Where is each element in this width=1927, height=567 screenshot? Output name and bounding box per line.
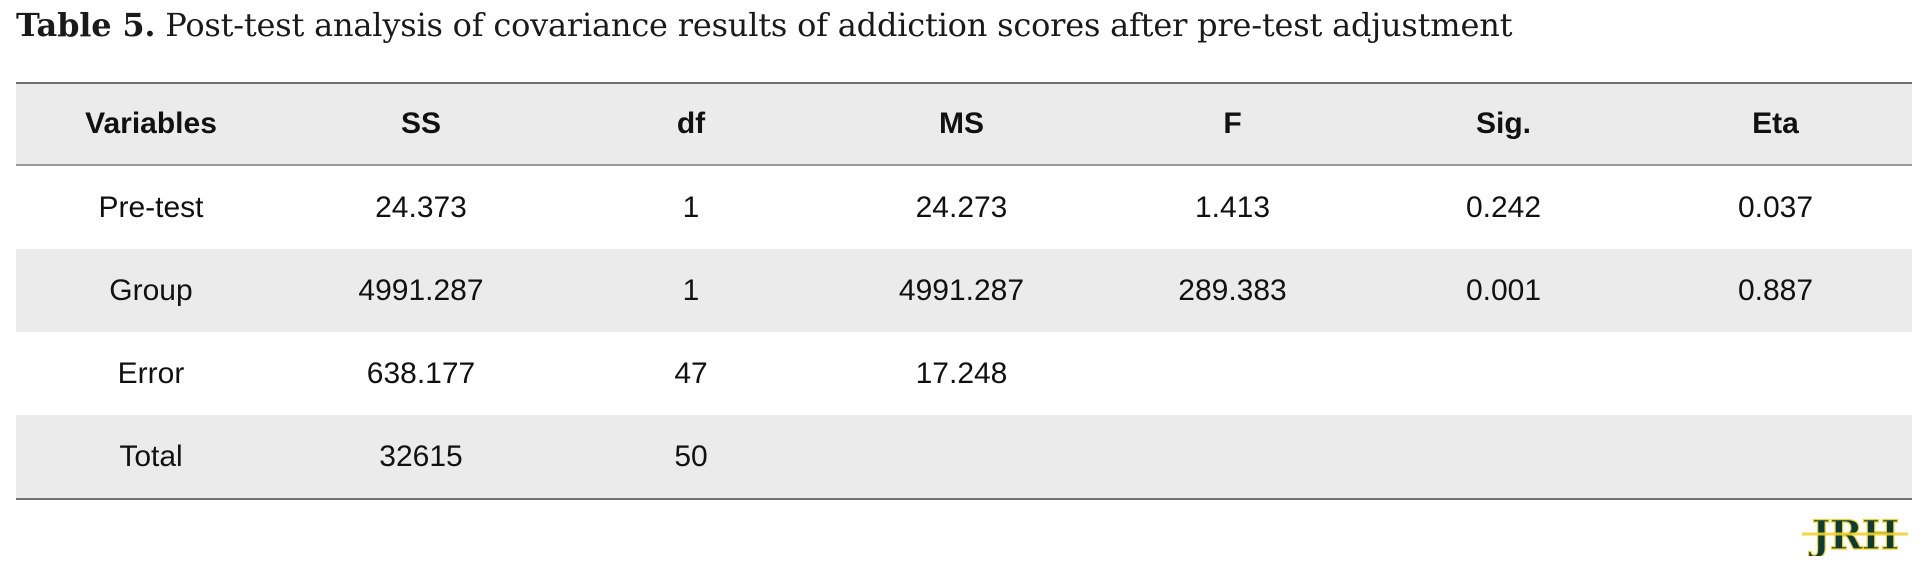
cell-sig: 0.242 <box>1465 190 1542 224</box>
cell-eta <box>1639 332 1912 415</box>
cell-variable: Pre-test <box>98 190 204 224</box>
table-row: Group 4991.287 1 4991.287 289.383 0.001 … <box>16 249 1912 332</box>
table-row: Pre-test 24.373 1 24.273 1.413 0.242 0.0… <box>16 165 1912 249</box>
header-sig: Sig. <box>1475 107 1531 140</box>
cell-f <box>1097 332 1368 415</box>
cell-variable: Error <box>117 356 185 390</box>
cell-ss: 638.177 <box>366 356 476 390</box>
cell-variable: Group <box>109 273 193 307</box>
table-header-row: Variables SS df MS F Sig. Eta <box>16 83 1912 165</box>
cell-sig: 0.001 <box>1465 273 1542 307</box>
cell-sig <box>1368 415 1639 499</box>
cell-ss: 4991.287 <box>358 273 484 307</box>
table-row: Total 32615 50 <box>16 415 1912 499</box>
cell-ms <box>826 415 1097 499</box>
cell-ss: 24.373 <box>375 190 467 224</box>
header-ms: MS <box>939 107 984 140</box>
cell-df: 1 <box>682 190 700 224</box>
cell-eta: 0.037 <box>1737 190 1814 224</box>
header-ss: SS <box>400 107 442 140</box>
cell-ss: 32615 <box>379 439 463 473</box>
cell-ms: 24.273 <box>915 190 1008 224</box>
cell-df: 1 <box>682 273 700 307</box>
header-variables: Variables <box>85 107 217 140</box>
table-caption-label: Table 5. <box>16 6 156 44</box>
cell-sig <box>1368 332 1639 415</box>
header-df: df <box>676 107 706 140</box>
cell-df: 47 <box>674 356 708 390</box>
cell-variable: Total <box>119 439 183 473</box>
jrh-logo: JRH <box>1798 512 1912 556</box>
table-caption: Table 5. Post-test analysis of covarianc… <box>16 6 1512 44</box>
cell-ms: 4991.287 <box>898 273 1025 307</box>
cell-eta: 0.887 <box>1737 273 1814 307</box>
cell-eta <box>1639 415 1912 499</box>
cell-f <box>1097 415 1368 499</box>
cell-f: 1.413 <box>1194 190 1271 224</box>
cell-df: 50 <box>674 439 708 473</box>
table-caption-text: Post-test analysis of covariance results… <box>155 6 1513 44</box>
cell-ms: 17.248 <box>915 356 1008 390</box>
header-f: F <box>1223 107 1242 140</box>
table-row: Error 638.177 47 17.248 <box>16 332 1912 415</box>
header-eta: Eta <box>1752 107 1799 140</box>
cell-f: 289.383 <box>1178 273 1287 307</box>
results-table: Variables SS df MS F Sig. Eta Pre-test 2… <box>16 82 1912 500</box>
